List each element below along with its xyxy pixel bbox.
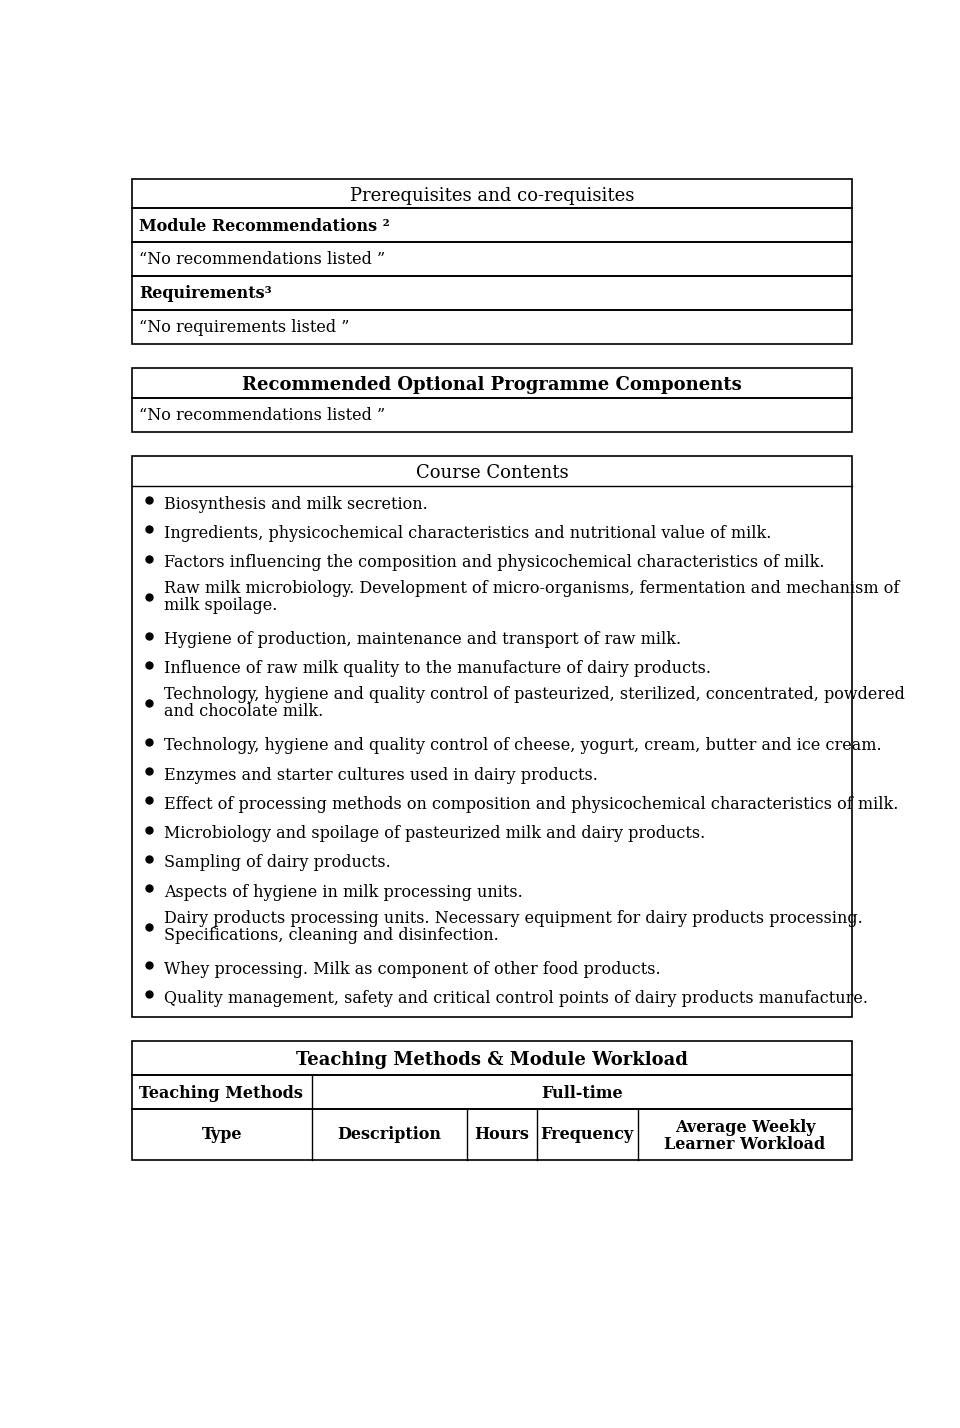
Bar [132,398,852,431]
Text: Technology, hygiene and quality control of cheese, yogurt, cream, butter and ice: Technology, hygiene and quality control … [164,737,882,754]
Text: Technology, hygiene and quality control of pasteurized, sterilized, concentrated: Technology, hygiene and quality control … [164,687,905,704]
Text: Raw milk microbiology. Development of micro-organisms, fermentation and mechanis: Raw milk microbiology. Development of mi… [164,580,900,597]
Text: Requirements³: Requirements³ [139,286,272,303]
Bar [132,208,852,243]
Text: “No requirements listed ”: “No requirements listed ” [139,320,349,336]
Text: Teaching Methods: Teaching Methods [139,1085,303,1101]
Bar [132,310,852,344]
Bar [132,1075,852,1110]
Text: Prerequisites and co-requisites: Prerequisites and co-requisites [349,187,635,204]
Bar [132,1110,852,1160]
Text: “No recommendations listed ”: “No recommendations listed ” [139,407,386,424]
Text: Module Recommendations ²: Module Recommendations ² [139,217,390,234]
Text: Frequency: Frequency [540,1127,634,1144]
Bar [132,276,852,310]
Text: Sampling of dairy products.: Sampling of dairy products. [164,854,391,871]
Text: Hygiene of production, maintenance and transport of raw milk.: Hygiene of production, maintenance and t… [164,631,682,648]
Text: Recommended Optional Programme Components: Recommended Optional Programme Component… [242,376,742,394]
Text: Dairy products processing units. Necessary equipment for dairy products processi: Dairy products processing units. Necessa… [164,910,863,927]
Text: Specifications, cleaning and disinfection.: Specifications, cleaning and disinfectio… [164,927,499,944]
Text: Teaching Methods & Module Workload: Teaching Methods & Module Workload [296,1051,688,1068]
Text: Factors influencing the composition and physicochemical characteristics of milk.: Factors influencing the composition and … [164,554,825,571]
Text: Aspects of hygiene in milk processing units.: Aspects of hygiene in milk processing un… [164,884,523,901]
Text: milk spoilage.: milk spoilage. [164,597,277,614]
Bar [132,368,852,398]
Text: Microbiology and spoilage of pasteurized milk and dairy products.: Microbiology and spoilage of pasteurized… [164,825,706,843]
Bar [132,1041,852,1075]
Text: Biosynthesis and milk secretion.: Biosynthesis and milk secretion. [164,496,428,513]
Text: “No recommendations listed ”: “No recommendations listed ” [139,251,386,268]
Text: Enzymes and starter cultures used in dairy products.: Enzymes and starter cultures used in dai… [164,767,598,784]
Text: Quality management, safety and critical control points of dairy products manufac: Quality management, safety and critical … [164,990,868,1007]
Text: Course Contents: Course Contents [416,464,568,483]
Text: Description: Description [338,1127,442,1144]
Text: Ingredients, physicochemical characteristics and nutritional value of milk.: Ingredients, physicochemical characteris… [164,524,772,541]
Text: Effect of processing methods on composition and physicochemical characteristics : Effect of processing methods on composit… [164,795,899,813]
Text: Influence of raw milk quality to the manufacture of dairy products.: Influence of raw milk quality to the man… [164,660,711,677]
Text: Learner Workload: Learner Workload [664,1137,826,1154]
Text: Whey processing. Milk as component of other food products.: Whey processing. Milk as component of ot… [164,961,660,978]
Bar [132,243,852,276]
Bar [132,457,852,1017]
Bar [132,178,852,208]
Text: and chocolate milk.: and chocolate milk. [164,704,324,721]
Text: Hours: Hours [474,1127,530,1144]
Text: Type: Type [202,1127,242,1144]
Text: Average Weekly: Average Weekly [675,1120,815,1137]
Text: Full-time: Full-time [541,1085,623,1101]
